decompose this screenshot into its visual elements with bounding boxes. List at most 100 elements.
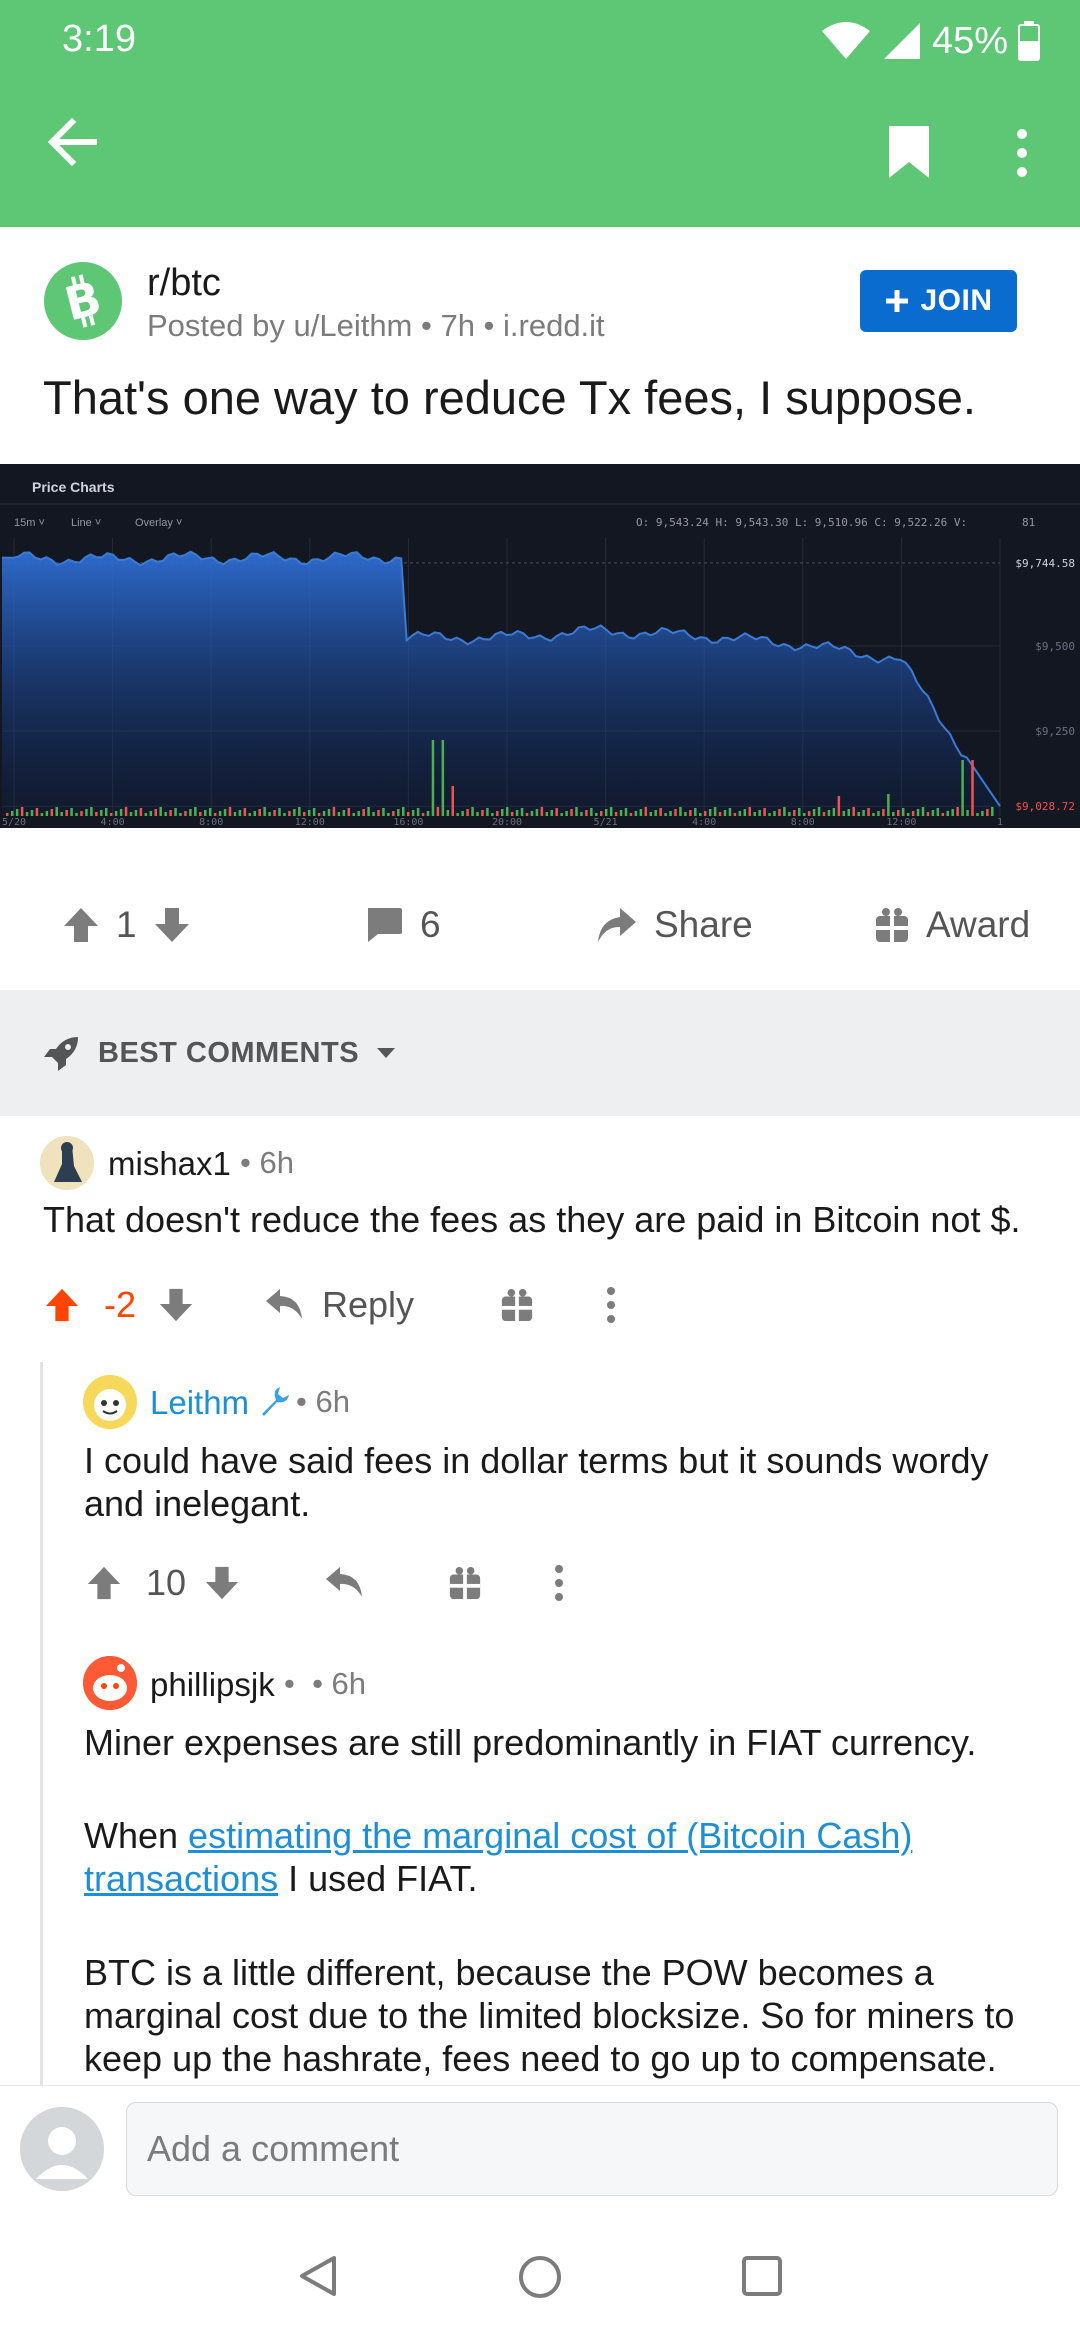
volume-bar xyxy=(713,807,717,816)
comment-link[interactable]: estimating the marginal cost of (Bitcoin… xyxy=(84,1815,913,1899)
downvote-icon[interactable] xyxy=(204,1565,240,1601)
volume-bar xyxy=(342,810,346,816)
nav-recents-icon[interactable] xyxy=(742,2256,782,2296)
gift-icon[interactable] xyxy=(500,1287,534,1323)
volume-bar xyxy=(911,811,915,816)
avatar[interactable] xyxy=(83,1656,137,1710)
comment-text: I used FIAT. xyxy=(278,1858,478,1899)
volume-bar xyxy=(50,809,54,816)
bookmark-icon[interactable] xyxy=(887,124,931,180)
comment-score: 10 xyxy=(146,1562,187,1603)
chart-time-label: 8:00 xyxy=(199,817,223,828)
comment-author[interactable]: phillipsjk xyxy=(150,1666,275,1703)
volume-bar xyxy=(228,807,232,816)
chart-control-1[interactable]: Line ˅ xyxy=(71,517,101,529)
volume-bar xyxy=(347,808,351,816)
volume-bar xyxy=(312,808,316,816)
volume-bar xyxy=(466,809,469,816)
post-image-price-chart[interactable]: Price Charts 15m ˅ Line ˅ Overlay ˅ O: 9,5… xyxy=(0,464,1080,828)
upvote-icon-active[interactable] xyxy=(44,1287,80,1323)
volume-bar xyxy=(204,810,207,816)
nav-home-icon[interactable] xyxy=(518,2255,562,2299)
share-button[interactable]: Share xyxy=(596,895,753,955)
award-button[interactable]: Award xyxy=(874,895,1030,955)
downvote-icon[interactable] xyxy=(153,906,191,944)
volume-bar xyxy=(273,810,276,816)
volume-bar xyxy=(530,811,534,816)
volume-bar xyxy=(986,809,989,816)
more-vertical-icon[interactable] xyxy=(1014,128,1030,178)
add-comment-input[interactable]: Add a comment xyxy=(126,2102,1058,2196)
volume-bar xyxy=(758,810,761,816)
gift-icon[interactable] xyxy=(448,1565,482,1601)
join-button[interactable]: JOIN xyxy=(860,270,1017,332)
volume-bar xyxy=(332,807,336,816)
volume-bar xyxy=(159,807,162,816)
user-avatar[interactable] xyxy=(20,2107,104,2191)
volume-bar xyxy=(233,812,237,816)
app-header: 3:19 45% xyxy=(0,0,1080,227)
more-vertical-icon[interactable] xyxy=(554,1565,564,1601)
upvote-icon[interactable] xyxy=(62,906,100,944)
volume-bar xyxy=(837,796,841,816)
volume-bar xyxy=(411,810,415,816)
reply-button[interactable]: Reply xyxy=(322,1284,415,1325)
volume-bar xyxy=(65,810,68,816)
volume-bar xyxy=(253,811,256,816)
subreddit-avatar-bitcoin-icon[interactable]: B xyxy=(44,262,122,340)
comment-body: I could have said fees in dollar terms b… xyxy=(84,1440,989,1524)
volume-bar xyxy=(501,809,504,816)
status-icons: 45% xyxy=(820,18,1040,64)
volume-bar xyxy=(545,812,549,816)
volume-bar xyxy=(644,807,648,816)
subreddit-name[interactable]: r/btc xyxy=(147,262,221,304)
volume-bar xyxy=(95,812,98,816)
battery-icon xyxy=(1018,21,1040,61)
volume-bar xyxy=(798,808,801,816)
volume-bar xyxy=(619,810,623,816)
chart-time-label: 4:00 xyxy=(692,817,716,828)
comment-author[interactable]: mishax1 xyxy=(108,1145,231,1182)
volume-bar xyxy=(901,808,905,816)
nav-back-icon[interactable] xyxy=(298,2254,338,2298)
volume-bar xyxy=(614,812,618,816)
volume-bar xyxy=(392,811,395,816)
volume-bar xyxy=(882,809,885,816)
volume-bar xyxy=(842,811,846,816)
volume-bar xyxy=(144,813,148,816)
reply-icon[interactable] xyxy=(264,1287,304,1323)
volume-bar xyxy=(897,810,900,816)
avatar[interactable] xyxy=(83,1375,137,1429)
avatar[interactable] xyxy=(40,1136,94,1190)
volume-bar xyxy=(703,811,707,816)
volume-bar xyxy=(951,809,954,816)
comment-body-paragraph-1: Miner expenses are still predominantly i… xyxy=(84,1722,977,1763)
comment-author-op[interactable]: Leithm xyxy=(150,1384,250,1421)
volume-bar xyxy=(862,810,865,816)
sort-dropdown[interactable]: BEST COMMENTS xyxy=(42,1033,397,1073)
volume-bar xyxy=(377,810,380,816)
more-vertical-icon[interactable] xyxy=(606,1287,616,1323)
volume-bar xyxy=(847,809,850,816)
price-area xyxy=(2,551,1000,816)
volume-bar xyxy=(372,812,375,816)
back-arrow-icon[interactable] xyxy=(46,116,98,168)
volume-bar xyxy=(585,810,588,816)
volume-bar xyxy=(906,813,910,816)
volume-bar xyxy=(877,811,880,816)
comment-actions: 10 xyxy=(86,1560,564,1606)
reply-icon[interactable] xyxy=(324,1565,364,1601)
volume-bar xyxy=(100,810,103,816)
chart-control-0[interactable]: 15m ˅ xyxy=(14,517,45,529)
upvote-icon[interactable] xyxy=(86,1565,122,1601)
post-score: 1 xyxy=(116,904,137,945)
volume-bar xyxy=(402,807,405,816)
chart-price-label: $9,250 xyxy=(1035,725,1075,738)
chart-time-label: 20:00 xyxy=(492,817,522,828)
comments-button[interactable]: 6 xyxy=(364,895,441,955)
volume-bar xyxy=(961,760,964,816)
chart-control-2[interactable]: Overlay ˅ xyxy=(135,517,182,529)
share-arrow-icon xyxy=(598,908,636,942)
downvote-icon[interactable] xyxy=(158,1287,194,1323)
thread-line[interactable] xyxy=(40,1362,43,2090)
